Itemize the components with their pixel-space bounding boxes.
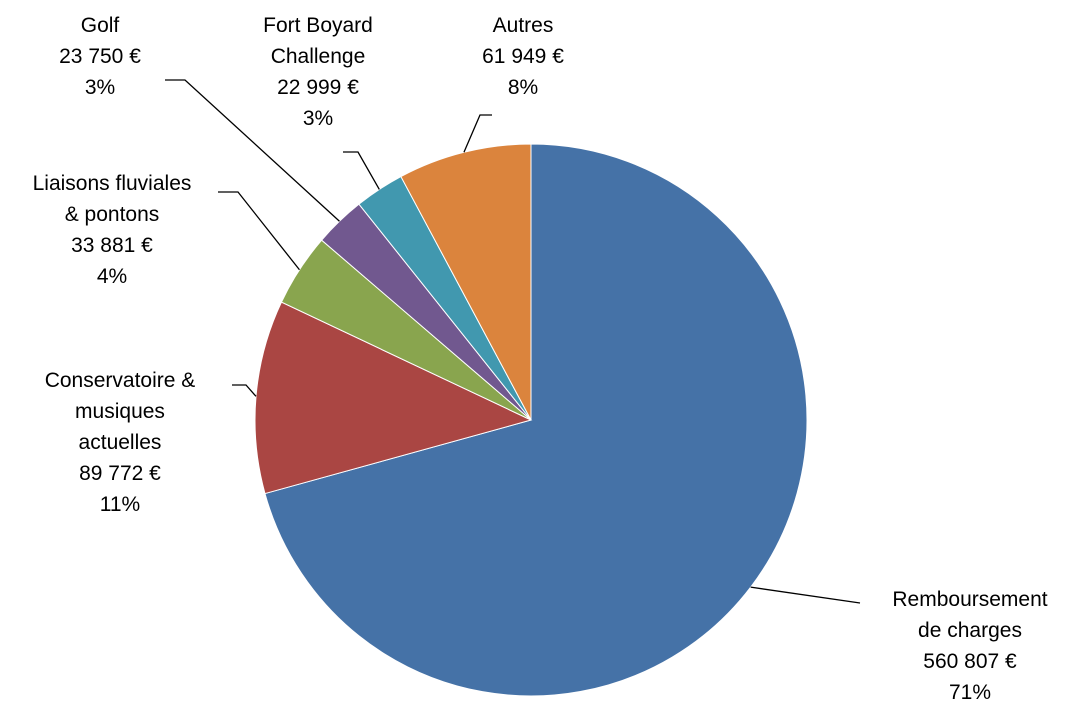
- data-label: Autres 61 949 € 8%: [482, 10, 564, 103]
- leader-line: [165, 79, 340, 222]
- data-label: Remboursement de charges 560 807 € 71%: [892, 584, 1047, 708]
- leader-line: [343, 151, 380, 190]
- data-label: Liaisons fluviales & pontons 33 881 € 4%: [33, 168, 192, 292]
- slice-value: 560 807 €: [923, 650, 1017, 673]
- pie-slice: [264, 143, 808, 697]
- leader-line: [218, 191, 300, 271]
- slice-name: Conservatoire & musiques actuelles: [44, 369, 196, 454]
- leader-line: [232, 384, 257, 397]
- data-label: Fort Boyard Challenge 22 999 € 3%: [263, 10, 373, 134]
- slice-value: 23 750 €: [59, 45, 141, 68]
- slice-value: 89 772 €: [79, 462, 161, 485]
- slice-percent: 3%: [84, 76, 116, 99]
- leader-line: [750, 586, 861, 604]
- slice-percent: 3%: [302, 107, 334, 130]
- slice-name: Golf: [80, 14, 120, 37]
- slice-name: Autres: [492, 14, 554, 37]
- slice-value: 22 999 €: [277, 76, 359, 99]
- slice-percent: 4%: [96, 265, 128, 288]
- leader-line: [463, 114, 492, 153]
- slice-percent: 11%: [99, 493, 141, 516]
- slice-percent: 71%: [948, 681, 992, 704]
- slice-name: Liaisons fluviales & pontons: [32, 172, 192, 226]
- slice-value: 61 949 €: [482, 45, 564, 68]
- slice-value: 33 881 €: [71, 234, 153, 257]
- pie-slice: [400, 143, 532, 421]
- slice-percent: 8%: [507, 76, 539, 99]
- pie-slice: [254, 301, 533, 495]
- slice-name: Fort Boyard Challenge: [263, 14, 373, 68]
- slice-name: Remboursement de charges: [892, 588, 1048, 642]
- data-label: Golf 23 750 € 3%: [59, 10, 141, 103]
- data-label: Conservatoire & musiques actuelles 89 772…: [45, 365, 196, 520]
